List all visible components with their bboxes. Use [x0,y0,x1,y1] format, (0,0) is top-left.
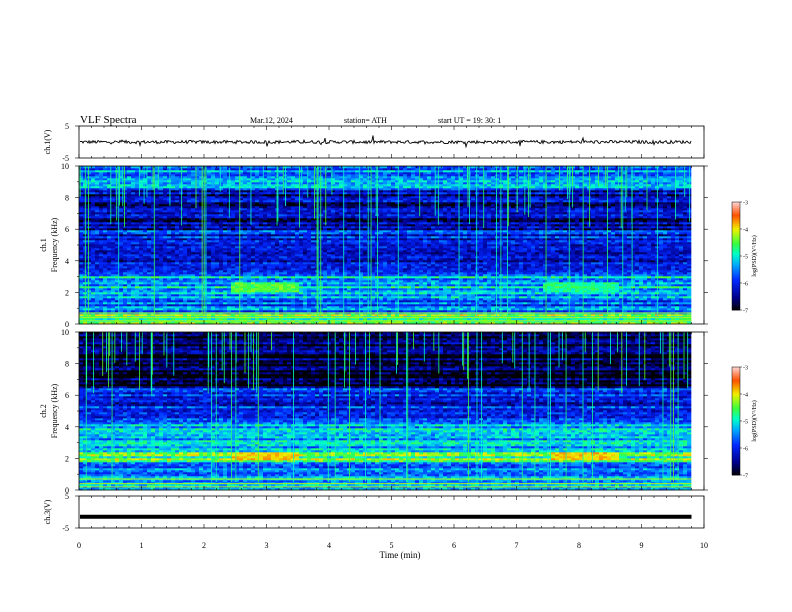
x-tick-label: 8 [577,541,581,550]
x-tick-label: 7 [515,541,519,550]
ch1-waveform-panel: 5 -5 ch.1(V) [43,122,705,163]
ch1-colorbar-tick: -5 [743,255,748,261]
ch3-waveform-panel: 5 -5 ch.3(V) [43,492,705,533]
ch3-waveform-ylabel: ch.3(V) [43,499,52,524]
ch1-spectrogram-ytick: 2 [65,288,69,297]
ch1-spectrogram-channel-label: ch.1 [39,238,48,252]
ch1-spectrogram-ytick: 4 [65,257,69,266]
ch1-waveform-trace [79,135,692,149]
ch1-colorbar-tick: -3 [743,201,748,207]
ch1-spectrogram-ytick: 6 [65,225,69,234]
ch2-spectrogram-ytick: 4 [65,423,69,432]
x-tick-label: 9 [640,541,644,550]
ch1-spectrogram-ylabel: Frequency (kHz) [50,217,59,272]
station-label: station= ATH [344,116,387,125]
ch1-colorbar-tick: -4 [743,228,748,234]
ch2-spectrogram-ytick: 2 [65,454,69,463]
ch2-spectrogram-panel: 0 2 4 6 8 10 ch.2 Frequency (kHz) [39,328,708,495]
ch1-spectrogram-cells [79,166,692,325]
ch1-waveform-ytick: -5 [62,154,69,163]
ch2-spectrogram-cells [79,332,692,491]
ch2-colorbar-tick: -7 [743,474,748,480]
time-axis: Time (min) 0 1 2 3 4 5 6 7 8 9 10 [77,541,708,560]
ch2-colorbar-label: log(PSD)(V²/Hz) [751,400,758,441]
ch2-spectrogram-ytick: 0 [65,486,69,495]
ch3-waveform-ytick: -5 [62,524,69,533]
x-tick-label: 0 [77,541,81,550]
x-tick-label: 5 [390,541,394,550]
ch1-spectrogram-ytick: 10 [61,162,69,171]
ch2-spectrogram-ytick: 8 [65,360,69,369]
ch1-colorbar-label: log(PSD)(V²/Hz) [751,235,758,276]
ch2-colorbar-tick: -5 [743,420,748,426]
date-label: Mar.12, 2024 [250,116,293,125]
ch2-colorbar: -3 -4 -5 -6 -7 log(PSD)(V²/Hz) [731,366,758,480]
ch1-waveform-ytick: 5 [65,122,69,131]
ch2-colorbar-tick: -4 [743,393,748,399]
ch1-spectrogram-ytick: 0 [65,320,69,329]
x-tick-label: 4 [327,541,331,550]
ch3-waveform-frame [78,495,705,529]
ch2-spectrogram-channel-label: ch.2 [39,404,48,418]
x-tick-label: 10 [700,541,708,550]
start-time-label: start UT = 19: 30: 1 [438,116,501,125]
x-axis-label: Time (min) [380,550,421,560]
figure-title: VLF Spectra [80,114,137,126]
x-tick-label: 3 [265,541,269,550]
ch1-spectrogram-ytick: 8 [65,194,69,203]
x-tick-label: 2 [202,541,206,550]
ch1-spectrogram-panel: 0 2 4 6 8 10 ch.1 Frequency (kHz) [39,162,708,329]
ch1-colorbar: -3 -4 -5 -6 -7 log(PSD)(V²/Hz) [731,201,758,315]
x-tick-label: 1 [140,541,144,550]
ch2-colorbar-tick: -6 [743,447,748,453]
ch2-spectrogram-ytick: 10 [61,328,69,337]
ch2-spectrogram-ylabel: Frequency (kHz) [50,383,59,438]
ch1-colorbar-tick: -6 [743,282,748,288]
ch3-waveform-ytick: 5 [65,492,69,501]
ch2-colorbar-tick: -3 [743,366,748,372]
ch1-colorbar-tick: -7 [743,309,748,315]
ch2-spectrogram-ytick: 6 [65,391,69,400]
x-tick-label: 6 [452,541,456,550]
ch1-waveform-ylabel: ch.1(V) [43,129,52,154]
